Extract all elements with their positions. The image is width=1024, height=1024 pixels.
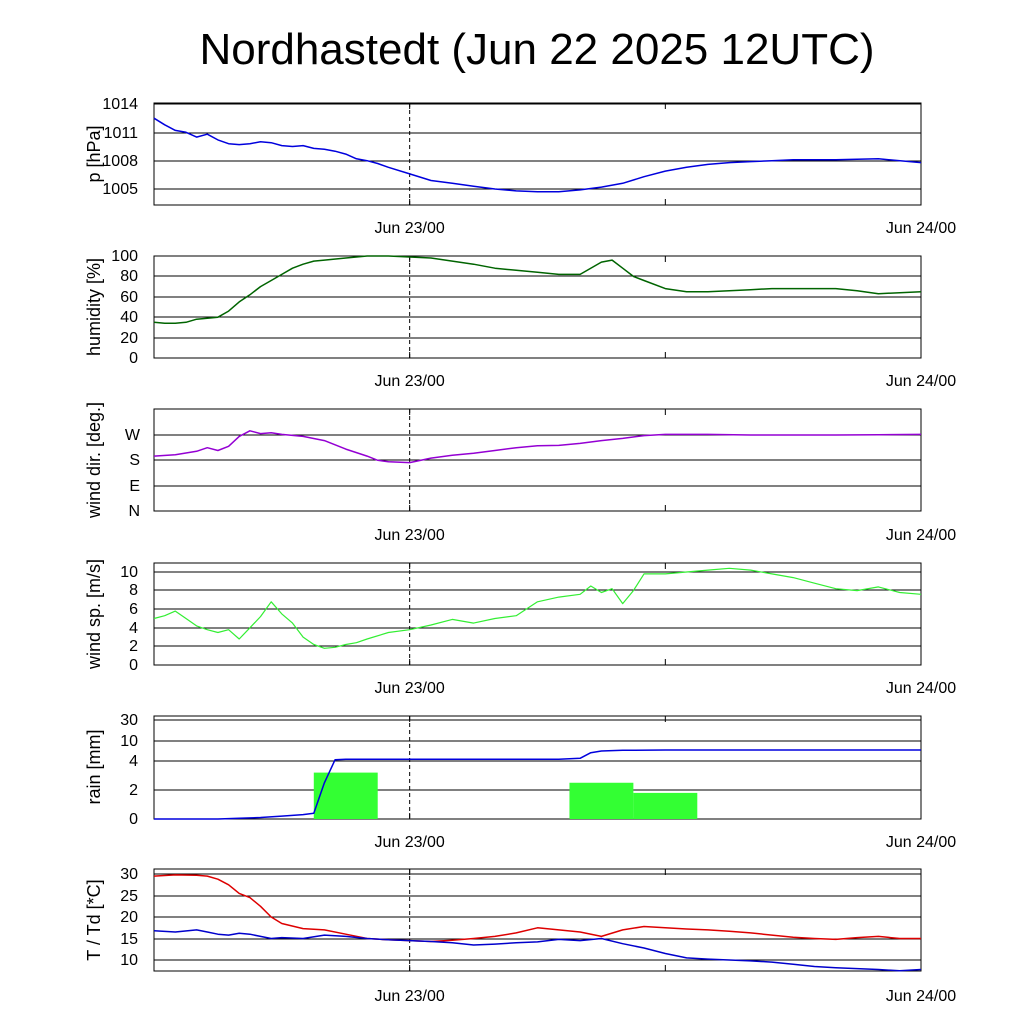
panel-2-y-tick-label: 100 [111,248,138,265]
panel-2-y-tick-label: 0 [129,350,138,367]
wind-speed-line [153,567,922,649]
pressure-line [153,117,922,193]
panel-6-y-tick-label: 30 [120,866,138,883]
panel-4-y-tick-label: 6 [129,601,138,618]
panel-4-x-tick-label: Jun 23/00 [375,680,445,697]
panel-4-x-tick-label: Jun 24/00 [886,680,956,697]
panel-2-x-tick-label: Jun 23/00 [375,373,445,390]
panel-6-x-tick-label: Jun 24/00 [886,988,956,1005]
panel-3-x-tick-label: Jun 24/00 [886,527,956,544]
panel-1-x-tick-label: Jun 23/00 [375,220,445,237]
panel-2-x-tick-label: Jun 24/00 [886,373,956,390]
panel-4-frame [153,562,922,666]
panel-6-y-tick-label: 25 [120,888,138,905]
rain-bar-1 [313,772,378,819]
panel-5-y-axis-label: rain [mm] [84,729,104,804]
panel-1-frame [153,102,922,206]
panel-6-x-tick-label: Jun 23/00 [375,988,445,1005]
chart-title: Nordhastedt (Jun 22 2025 12UTC) [199,25,874,74]
panel-3-y-axis-label: wind dir. [deg.] [84,402,104,519]
wind-direction-line [153,430,922,464]
rain-bar-2 [569,782,634,819]
panel-5-y-tick-label: 10 [120,733,138,750]
panel-4-y-tick-label: 8 [129,582,138,599]
panel-5-y-tick-label: 0 [129,811,138,828]
panel-3-y-tick-label: S [129,452,140,469]
panel-2-y-tick-label: 80 [120,268,138,285]
panel-6-y-tick-label: 15 [120,931,138,948]
panel-2-y-tick-label: 40 [120,309,138,326]
panel-1-x-tick-label: Jun 24/00 [886,220,956,237]
panel-1-y-tick-label: 1011 [104,125,139,142]
panel-1-y-tick-label: 1008 [102,153,138,170]
temperature-line [153,874,921,943]
panel-2-y-axis-label: humidity [%] [84,258,104,356]
panel-4-y-tick-label: 10 [120,564,138,581]
panel-6-y-tick-label: 10 [120,952,138,969]
panel-3-frame [153,408,922,512]
panel-5-y-tick-label: 2 [129,782,138,799]
panel-2-y-tick-label: 20 [120,330,138,347]
panel-6-frame [153,868,922,972]
humidity-line [153,255,922,325]
panel-3-y-tick-label: E [129,478,140,495]
panel-5-frame [153,715,922,820]
panel-1-y-axis-label: p [hPa] [84,125,104,182]
rain-accumulation-line [154,749,921,820]
panel-1-y-tick-label: 1005 [102,181,138,198]
panel-1-y-tick-label: 1014 [102,96,138,113]
panel-4-y-tick-label: 0 [129,657,138,674]
panel-4-y-axis-label: wind sp. [m/s] [84,559,104,670]
panel-3-y-tick-label: W [125,427,141,444]
panel-3-x-tick-label: Jun 23/00 [375,527,445,544]
panel-6-y-tick-label: 20 [120,909,138,926]
panel-4-y-tick-label: 4 [129,620,138,637]
panel-5-y-tick-label: 4 [129,753,138,770]
dewpoint-line [153,929,922,972]
panel-5-x-tick-label: Jun 23/00 [375,834,445,851]
panel-2-frame [153,255,922,359]
panel-2-y-tick-label: 60 [120,289,138,306]
rain-bar-3 [633,792,698,819]
panel-6-y-axis-label: T / Td [*C] [84,879,104,960]
panel-5-x-tick-label: Jun 24/00 [886,834,956,851]
panel-5-y-tick-label: 30 [120,712,138,729]
panel-4-y-tick-label: 2 [129,638,138,655]
panel-3-y-tick-label: N [128,503,140,520]
